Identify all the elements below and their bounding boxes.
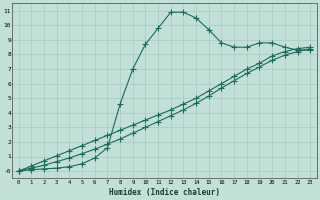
X-axis label: Humidex (Indice chaleur): Humidex (Indice chaleur) xyxy=(109,188,220,197)
